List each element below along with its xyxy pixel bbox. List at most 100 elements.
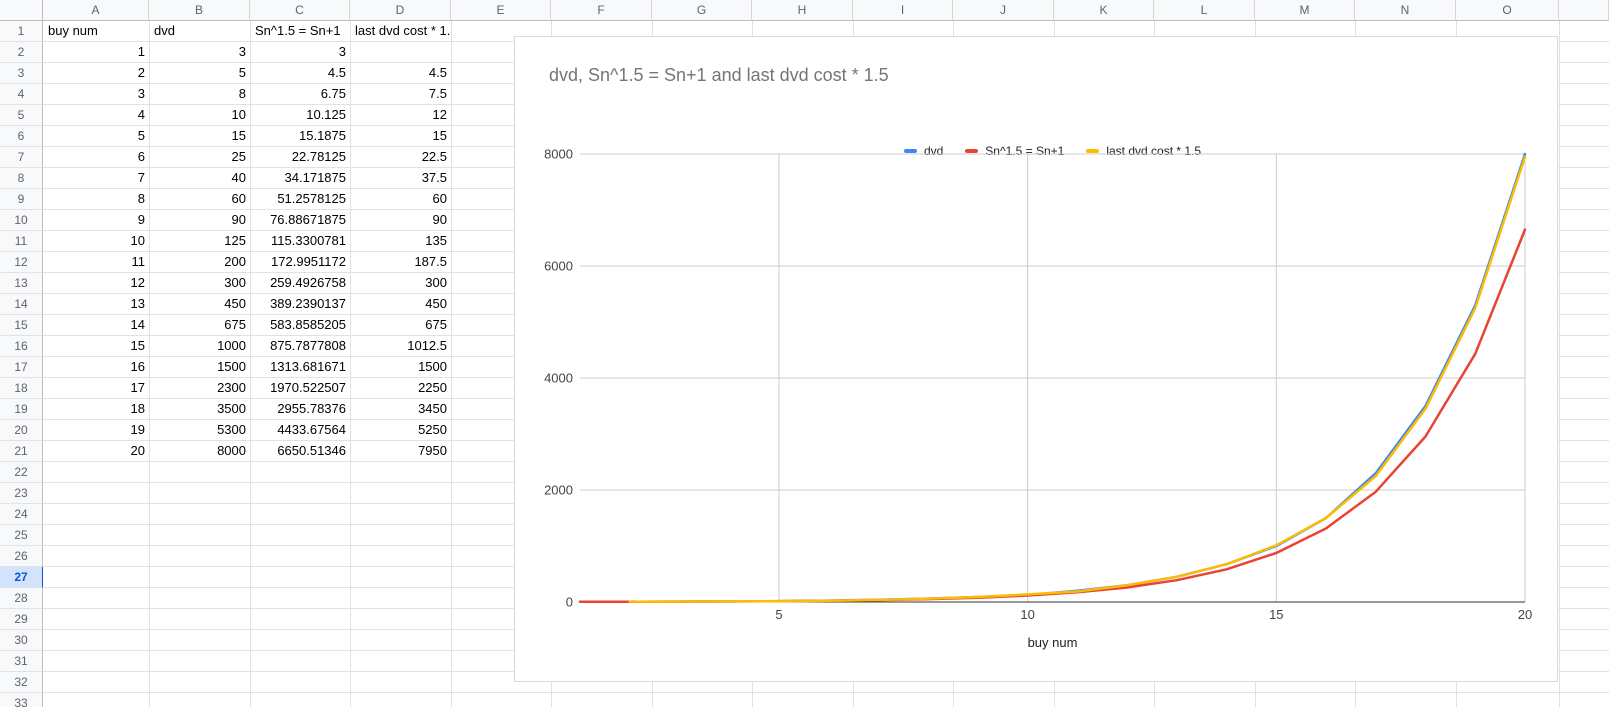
cell-A3[interactable]: 2 — [137, 65, 145, 80]
row-header-2[interactable]: 2 — [0, 42, 43, 63]
cell-B6[interactable]: 15 — [231, 128, 246, 143]
cell-D4[interactable]: 7.5 — [428, 86, 447, 101]
cell-C1[interactable]: Sn^1.5 = Sn+1 — [255, 23, 341, 38]
column-header-M[interactable]: M — [1255, 0, 1355, 21]
cell-A17[interactable]: 16 — [130, 359, 145, 374]
row-header-16[interactable]: 16 — [0, 336, 43, 357]
cell-D10[interactable]: 90 — [432, 212, 447, 227]
cell-A20[interactable]: 19 — [130, 422, 145, 437]
cell-A5[interactable]: 4 — [137, 107, 145, 122]
cell-B7[interactable]: 25 — [231, 149, 246, 164]
cell-D17[interactable]: 1500 — [418, 359, 447, 374]
row-header-25[interactable]: 25 — [0, 525, 43, 546]
row-header-27[interactable]: 27 — [0, 567, 43, 588]
cell-C11[interactable]: 115.3300781 — [271, 233, 346, 248]
cell-B8[interactable]: 40 — [231, 170, 246, 185]
cell-A21[interactable]: 20 — [130, 443, 145, 458]
column-header-O[interactable]: O — [1456, 0, 1559, 21]
cell-D7[interactable]: 22.5 — [421, 149, 447, 164]
row-header-24[interactable]: 24 — [0, 504, 43, 525]
row-header-7[interactable]: 7 — [0, 147, 43, 168]
row-header-30[interactable]: 30 — [0, 630, 43, 651]
cell-C7[interactable]: 22.78125 — [291, 149, 346, 164]
row-header-20[interactable]: 20 — [0, 420, 43, 441]
cell-C3[interactable]: 4.5 — [327, 65, 346, 80]
row-header-17[interactable]: 17 — [0, 357, 43, 378]
row-header-11[interactable]: 11 — [0, 231, 43, 252]
cell-B13[interactable]: 300 — [224, 275, 246, 290]
column-header-partial[interactable] — [1559, 0, 1609, 21]
cell-C20[interactable]: 4433.67564 — [277, 422, 346, 437]
cell-D16[interactable]: 1012.5 — [407, 338, 447, 353]
cell-B16[interactable]: 1000 — [217, 338, 246, 353]
cell-B9[interactable]: 60 — [231, 191, 246, 206]
cell-A4[interactable]: 3 — [137, 86, 145, 101]
cell-D13[interactable]: 300 — [425, 275, 447, 290]
cell-A9[interactable]: 8 — [137, 191, 145, 206]
column-header-D[interactable]: D — [350, 0, 451, 21]
row-header-8[interactable]: 8 — [0, 168, 43, 189]
cell-A19[interactable]: 18 — [130, 401, 145, 416]
cell-C21[interactable]: 6650.51346 — [277, 443, 346, 458]
row-header-26[interactable]: 26 — [0, 546, 43, 567]
column-header-K[interactable]: K — [1054, 0, 1154, 21]
cell-C12[interactable]: 172.9951172 — [271, 254, 346, 269]
cell-D3[interactable]: 4.5 — [428, 65, 447, 80]
row-header-21[interactable]: 21 — [0, 441, 43, 462]
cell-D8[interactable]: 37.5 — [421, 170, 447, 185]
cell-D5[interactable]: 12 — [432, 107, 447, 122]
cell-C18[interactable]: 1970.522507 — [270, 380, 346, 395]
cell-D19[interactable]: 3450 — [418, 401, 447, 416]
cell-B3[interactable]: 5 — [238, 65, 246, 80]
cell-C9[interactable]: 51.2578125 — [277, 191, 346, 206]
column-header-N[interactable]: N — [1355, 0, 1456, 21]
column-header-G[interactable]: G — [652, 0, 752, 21]
cell-B5[interactable]: 10 — [231, 107, 246, 122]
cell-B2[interactable]: 3 — [238, 44, 246, 59]
row-header-6[interactable]: 6 — [0, 126, 43, 147]
column-header-J[interactable]: J — [953, 0, 1054, 21]
row-header-28[interactable]: 28 — [0, 588, 43, 609]
cell-B15[interactable]: 675 — [224, 317, 246, 332]
cell-D21[interactable]: 7950 — [418, 443, 447, 458]
column-header-E[interactable]: E — [451, 0, 551, 21]
column-header-L[interactable]: L — [1154, 0, 1255, 21]
row-header-5[interactable]: 5 — [0, 105, 43, 126]
cell-D14[interactable]: 450 — [425, 296, 447, 311]
row-header-22[interactable]: 22 — [0, 462, 43, 483]
row-header-18[interactable]: 18 — [0, 378, 43, 399]
cell-C16[interactable]: 875.7877808 — [270, 338, 346, 353]
cell-A7[interactable]: 6 — [137, 149, 145, 164]
cell-B17[interactable]: 1500 — [217, 359, 246, 374]
column-header-I[interactable]: I — [853, 0, 953, 21]
cell-C4[interactable]: 6.75 — [320, 86, 346, 101]
cell-A16[interactable]: 15 — [130, 338, 145, 353]
cell-A14[interactable]: 13 — [130, 296, 145, 311]
cell-D12[interactable]: 187.5 — [414, 254, 447, 269]
row-header-32[interactable]: 32 — [0, 672, 43, 693]
select-all-corner[interactable] — [0, 0, 43, 21]
row-header-33[interactable]: 33 — [0, 693, 43, 707]
row-header-9[interactable]: 9 — [0, 189, 43, 210]
column-header-A[interactable]: A — [43, 0, 149, 21]
cell-A18[interactable]: 17 — [130, 380, 145, 395]
cell-C17[interactable]: 1313.681671 — [270, 359, 346, 374]
cell-C2[interactable]: 3 — [338, 44, 346, 59]
cell-B19[interactable]: 3500 — [217, 401, 246, 416]
cell-B1[interactable]: dvd — [154, 23, 175, 38]
cell-A1[interactable]: buy num — [48, 23, 98, 38]
cell-D9[interactable]: 60 — [432, 191, 447, 206]
row-header-3[interactable]: 3 — [0, 63, 43, 84]
row-header-4[interactable]: 4 — [0, 84, 43, 105]
cell-B21[interactable]: 8000 — [217, 443, 246, 458]
cell-C6[interactable]: 15.1875 — [299, 128, 346, 143]
cell-A2[interactable]: 1 — [137, 44, 145, 59]
cell-A8[interactable]: 7 — [137, 170, 145, 185]
row-header-15[interactable]: 15 — [0, 315, 43, 336]
cell-C10[interactable]: 76.88671875 — [270, 212, 346, 227]
cell-C15[interactable]: 583.8585205 — [270, 317, 346, 332]
cell-B10[interactable]: 90 — [231, 212, 246, 227]
cell-D18[interactable]: 2250 — [418, 380, 447, 395]
cell-D6[interactable]: 15 — [432, 128, 447, 143]
row-header-19[interactable]: 19 — [0, 399, 43, 420]
